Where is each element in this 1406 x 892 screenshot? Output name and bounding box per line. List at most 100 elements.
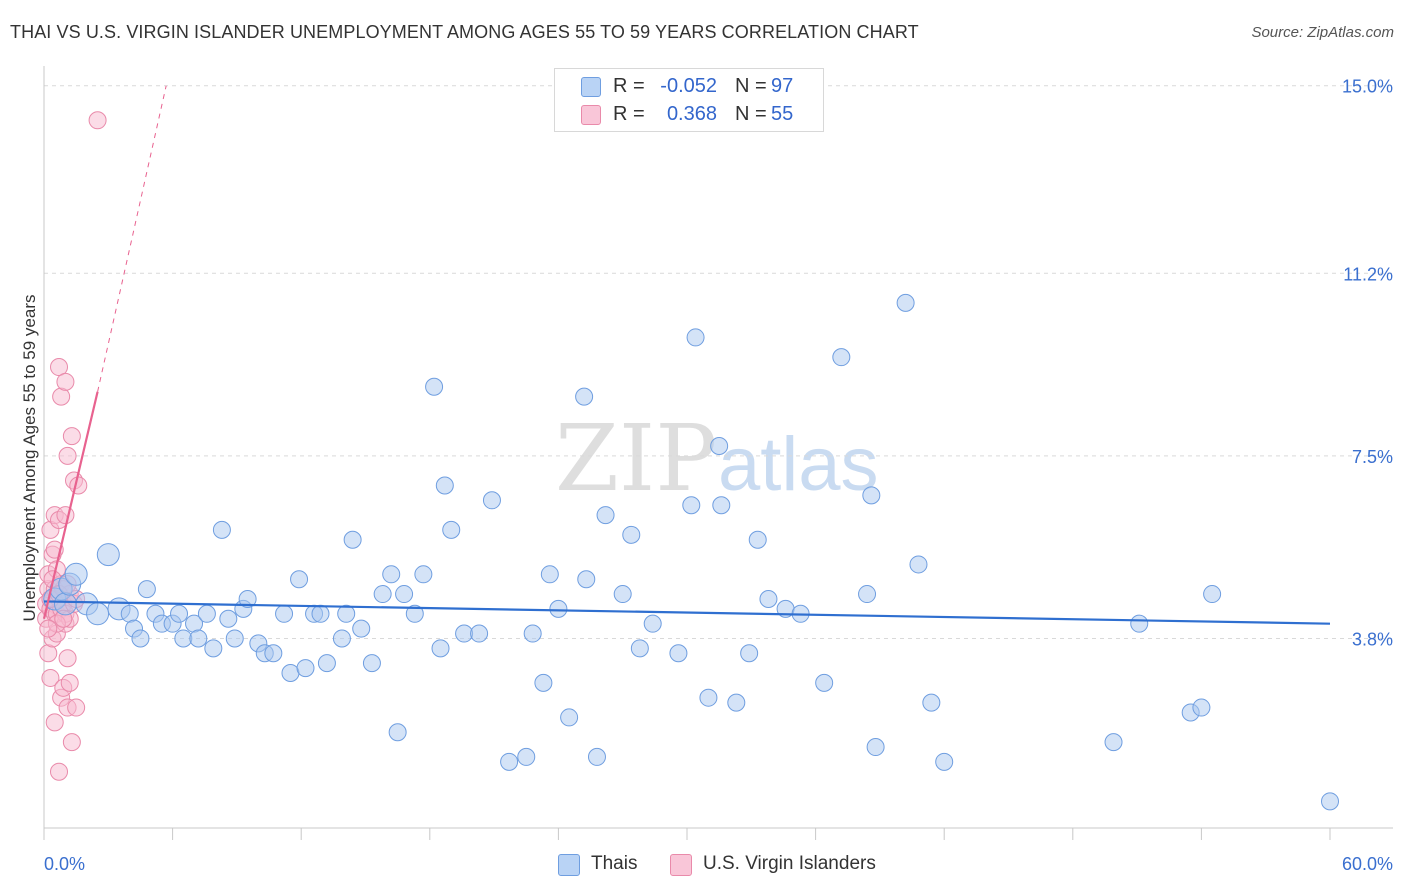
thai-point: [212, 520, 231, 539]
source-credit: Source: ZipAtlas.com: [1251, 24, 1394, 41]
thai-point: [1130, 614, 1149, 633]
thai-point: [281, 664, 300, 683]
n-label: N =: [735, 75, 767, 97]
vi-point: [67, 698, 86, 717]
thai-point: [311, 604, 330, 623]
thai-point: [332, 629, 351, 648]
thai-point: [219, 609, 238, 628]
legend-label-thais: Thais: [591, 853, 638, 874]
thai-point: [131, 629, 150, 648]
thai-point: [264, 644, 283, 663]
legend-label-virgin-islanders: U.S. Virgin Islanders: [703, 853, 876, 874]
thai-point: [482, 491, 501, 510]
thai-point: [431, 639, 450, 658]
vi-point: [56, 372, 75, 391]
series-thais: [43, 293, 1339, 811]
r-value: 0.368: [666, 103, 717, 125]
thai-point: [362, 654, 381, 673]
vi-point: [50, 762, 69, 781]
thai-point: [1104, 733, 1123, 752]
thai-point: [290, 570, 309, 589]
n-value: 55: [771, 103, 794, 125]
thai-point: [96, 543, 120, 567]
gridlines: [44, 85, 1393, 639]
thai-point: [622, 525, 641, 544]
y-tick-label: 3.8%: [1352, 629, 1393, 649]
vi-point: [45, 713, 64, 732]
y-axis-title: Unemployment Among Ages 55 to 59 years: [20, 295, 39, 622]
r-label: R =: [613, 75, 645, 97]
thai-point: [170, 604, 189, 623]
thai-point: [577, 570, 596, 589]
thai-point: [373, 585, 392, 604]
thai-point: [204, 639, 223, 658]
thai-point: [710, 437, 729, 455]
vi-point: [50, 358, 69, 377]
thai-point: [388, 723, 407, 742]
vi-point: [58, 649, 77, 668]
thai-point: [712, 496, 731, 515]
thai-point: [740, 644, 759, 663]
n-value: 97: [771, 75, 794, 97]
n-label: N =: [735, 103, 767, 125]
vi-point: [60, 673, 79, 692]
thai-point: [832, 348, 851, 367]
thai-point: [699, 688, 718, 707]
vi-trendline-extended: [97, 85, 167, 392]
thai-point: [53, 592, 77, 616]
x-tick-label-max: 60.0%: [1342, 854, 1393, 874]
thai-point: [470, 624, 489, 643]
thai-point: [587, 747, 606, 766]
thai-point: [197, 604, 216, 623]
thai-point: [630, 639, 649, 658]
thai-point: [435, 476, 454, 495]
thai-point: [455, 624, 474, 643]
r-value: -0.052: [660, 75, 717, 97]
thai-point: [575, 387, 594, 406]
vi-point: [69, 476, 88, 495]
x-tick-label-min: 0.0%: [44, 854, 85, 874]
thai-point: [858, 585, 877, 604]
vi-point: [88, 111, 107, 130]
thai-point: [866, 738, 885, 757]
thai-point: [669, 644, 688, 663]
axes: [43, 66, 1393, 840]
thai-point: [442, 520, 461, 539]
thai-point: [922, 693, 941, 712]
trendlines: [42, 85, 1331, 625]
thai-point: [382, 565, 401, 584]
x-tick-labels: 0.0% 60.0%: [44, 854, 1393, 874]
thai-point: [523, 624, 542, 643]
thai-point: [909, 555, 928, 574]
thai-point: [862, 486, 881, 505]
thai-point: [748, 530, 767, 549]
vi-point: [52, 387, 71, 406]
thai-point: [1203, 585, 1222, 604]
vi-trendline: [42, 391, 99, 619]
watermark-zip: ZIP: [555, 405, 717, 512]
thai-point: [137, 580, 156, 599]
vi-point: [62, 733, 81, 752]
y-tick-label: 15.0%: [1342, 77, 1393, 97]
thai-point: [549, 599, 568, 618]
watermark-atlas: atlas: [718, 422, 879, 507]
thai-point: [425, 377, 444, 396]
thai-point: [174, 629, 193, 648]
thais-swatch: [558, 854, 580, 876]
thai-point: [405, 604, 424, 623]
r-label: R =: [613, 103, 645, 125]
thai-point: [296, 659, 315, 678]
vi-point: [39, 644, 58, 663]
thai-point: [500, 752, 519, 771]
thai-point: [727, 693, 746, 712]
thai-point: [275, 604, 294, 623]
vi-point: [41, 668, 60, 687]
legend-row-virgin-islanders: R = 0.368 N = 55: [555, 101, 823, 129]
vi-point: [62, 427, 81, 446]
thai-point: [896, 293, 915, 312]
thai-point: [596, 506, 615, 525]
thai-point: [395, 585, 414, 604]
thai-point: [540, 565, 559, 584]
thais-swatch: [581, 77, 601, 97]
